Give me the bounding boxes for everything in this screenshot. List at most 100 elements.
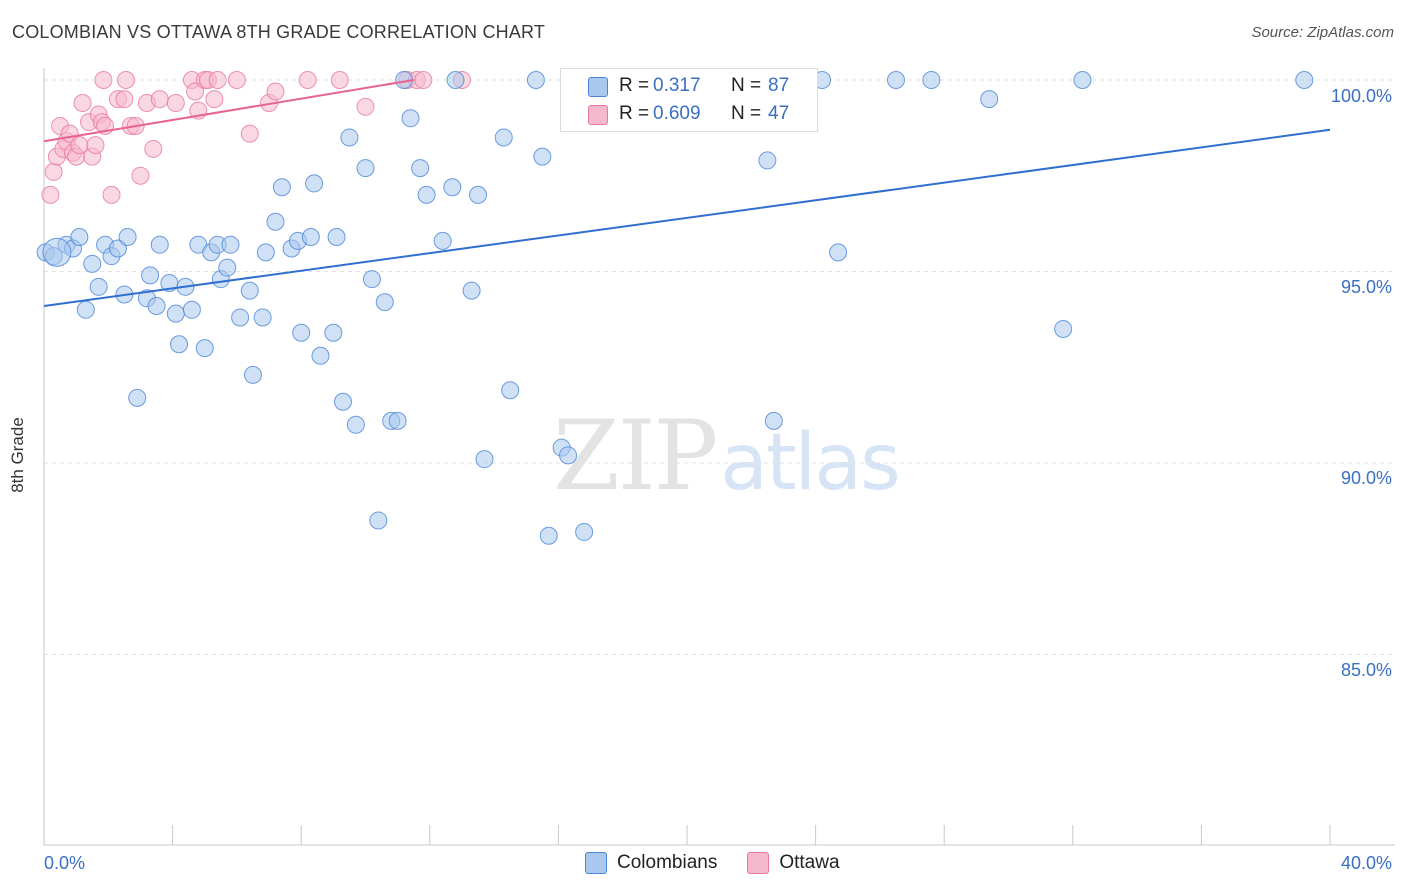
colombians-point [42,237,72,267]
colombians-point [475,450,494,469]
legend-label-ottawa: Ottawa [779,852,840,873]
colombians-point [1073,71,1092,89]
colombians-legend-swatch [585,852,607,874]
colombians-point [324,323,343,342]
legend-item-ottawa[interactable]: Ottawa [747,852,840,874]
colombians-point [83,254,102,273]
ottawa-point [205,90,224,109]
ottawa-point [356,97,375,116]
colombians-point [76,300,95,319]
ottawa-point [116,71,135,89]
colombians-point [980,90,999,109]
r-label: R = [619,103,650,124]
colombians-point [195,339,214,358]
r-label: R = [619,75,650,96]
colombians-point [218,258,237,277]
ottawa-point [94,71,113,89]
colombians-point [333,392,352,411]
stats-legend-row-colombians: R = 0.317 N = 87 [561,72,817,100]
y-tick-label-100: 100.0% [1330,86,1392,106]
y-tick-label-90: 90.0% [1340,468,1392,488]
ottawa-point [166,93,185,112]
colombians-point [886,71,905,89]
ottawa-point [131,166,150,185]
colombians-point [526,71,545,89]
colombians-point [70,228,89,247]
colombians-point [128,388,147,407]
y-tick-label-95: 95.0% [1340,277,1392,297]
source-credit: Source: ZipAtlas.com [1251,24,1394,41]
ottawa-point [115,90,134,109]
colombians-point [253,308,272,327]
colombians-point [494,128,513,147]
ottawa-point [208,71,227,89]
ottawa-point [298,71,317,89]
colombians-point [221,235,240,254]
colombians-point [301,228,320,247]
colombians-swatch [588,77,608,97]
colombians-point [559,446,578,465]
ottawa-point [414,71,433,89]
colombians-point [362,270,381,289]
ottawa-point [150,90,169,109]
colombians-point [340,128,359,147]
stats-legend-row-ottawa: R = 0.609 N = 47 [561,100,817,128]
ottawa-swatch [588,105,608,125]
r-value: 0.317 [653,75,701,96]
colombians-point [375,293,394,312]
legend-label-colombians: Colombians [617,852,718,873]
colombians-point [231,308,250,327]
colombians-point [240,281,259,300]
colombians-point [266,212,285,231]
watermark-zip: ZIP [553,400,718,512]
colombians-point [575,522,594,541]
colombians-point [356,159,375,178]
colombians-point [118,228,137,247]
ottawa-point [44,162,63,181]
ottawa-trend-line [43,79,414,143]
y-tick-label-85: 85.0% [1340,660,1392,680]
ottawa-point [186,82,205,101]
colombians-point [182,300,201,319]
colombians-point [469,185,488,204]
colombians-point [108,239,127,258]
colombians-point [533,147,552,166]
r-value: 0.609 [653,103,701,124]
ottawa-point [73,93,92,112]
colombians-point [147,296,166,315]
colombians-point [311,346,330,365]
ottawa-point [330,71,349,89]
n-value: 87 [768,75,790,96]
ottawa-point [102,185,121,204]
n-label: N = [731,103,762,124]
colombians-point [388,411,407,430]
colombians-point [539,526,558,545]
colombians-point [1054,319,1073,338]
colombians-point [256,243,275,262]
ottawa-point [144,139,163,158]
x-tick-label-min: 0.0% [44,853,86,873]
colombians-point [243,365,262,384]
colombians-point [292,323,311,342]
colombians-point [443,178,462,197]
colombians-point [922,71,941,89]
colombians-point [446,71,465,89]
colombians-point [462,281,481,300]
legend-item-colombians[interactable]: Colombians [585,852,717,874]
ottawa-point [86,136,105,155]
colombians-point [166,304,185,323]
ottawa-point [227,71,246,89]
colombians-point [150,235,169,254]
series-legend: Colombians Ottawa [585,852,870,874]
colombians-point [141,266,160,285]
colombians-point [829,243,848,262]
colombians-point [417,185,436,204]
colombians-point [170,335,189,354]
colombians-point [501,381,520,400]
ottawa-point [240,124,259,143]
n-value: 47 [768,103,790,124]
colombians-point [401,109,420,128]
colombians-point [305,174,324,193]
colombians-point [89,277,108,296]
